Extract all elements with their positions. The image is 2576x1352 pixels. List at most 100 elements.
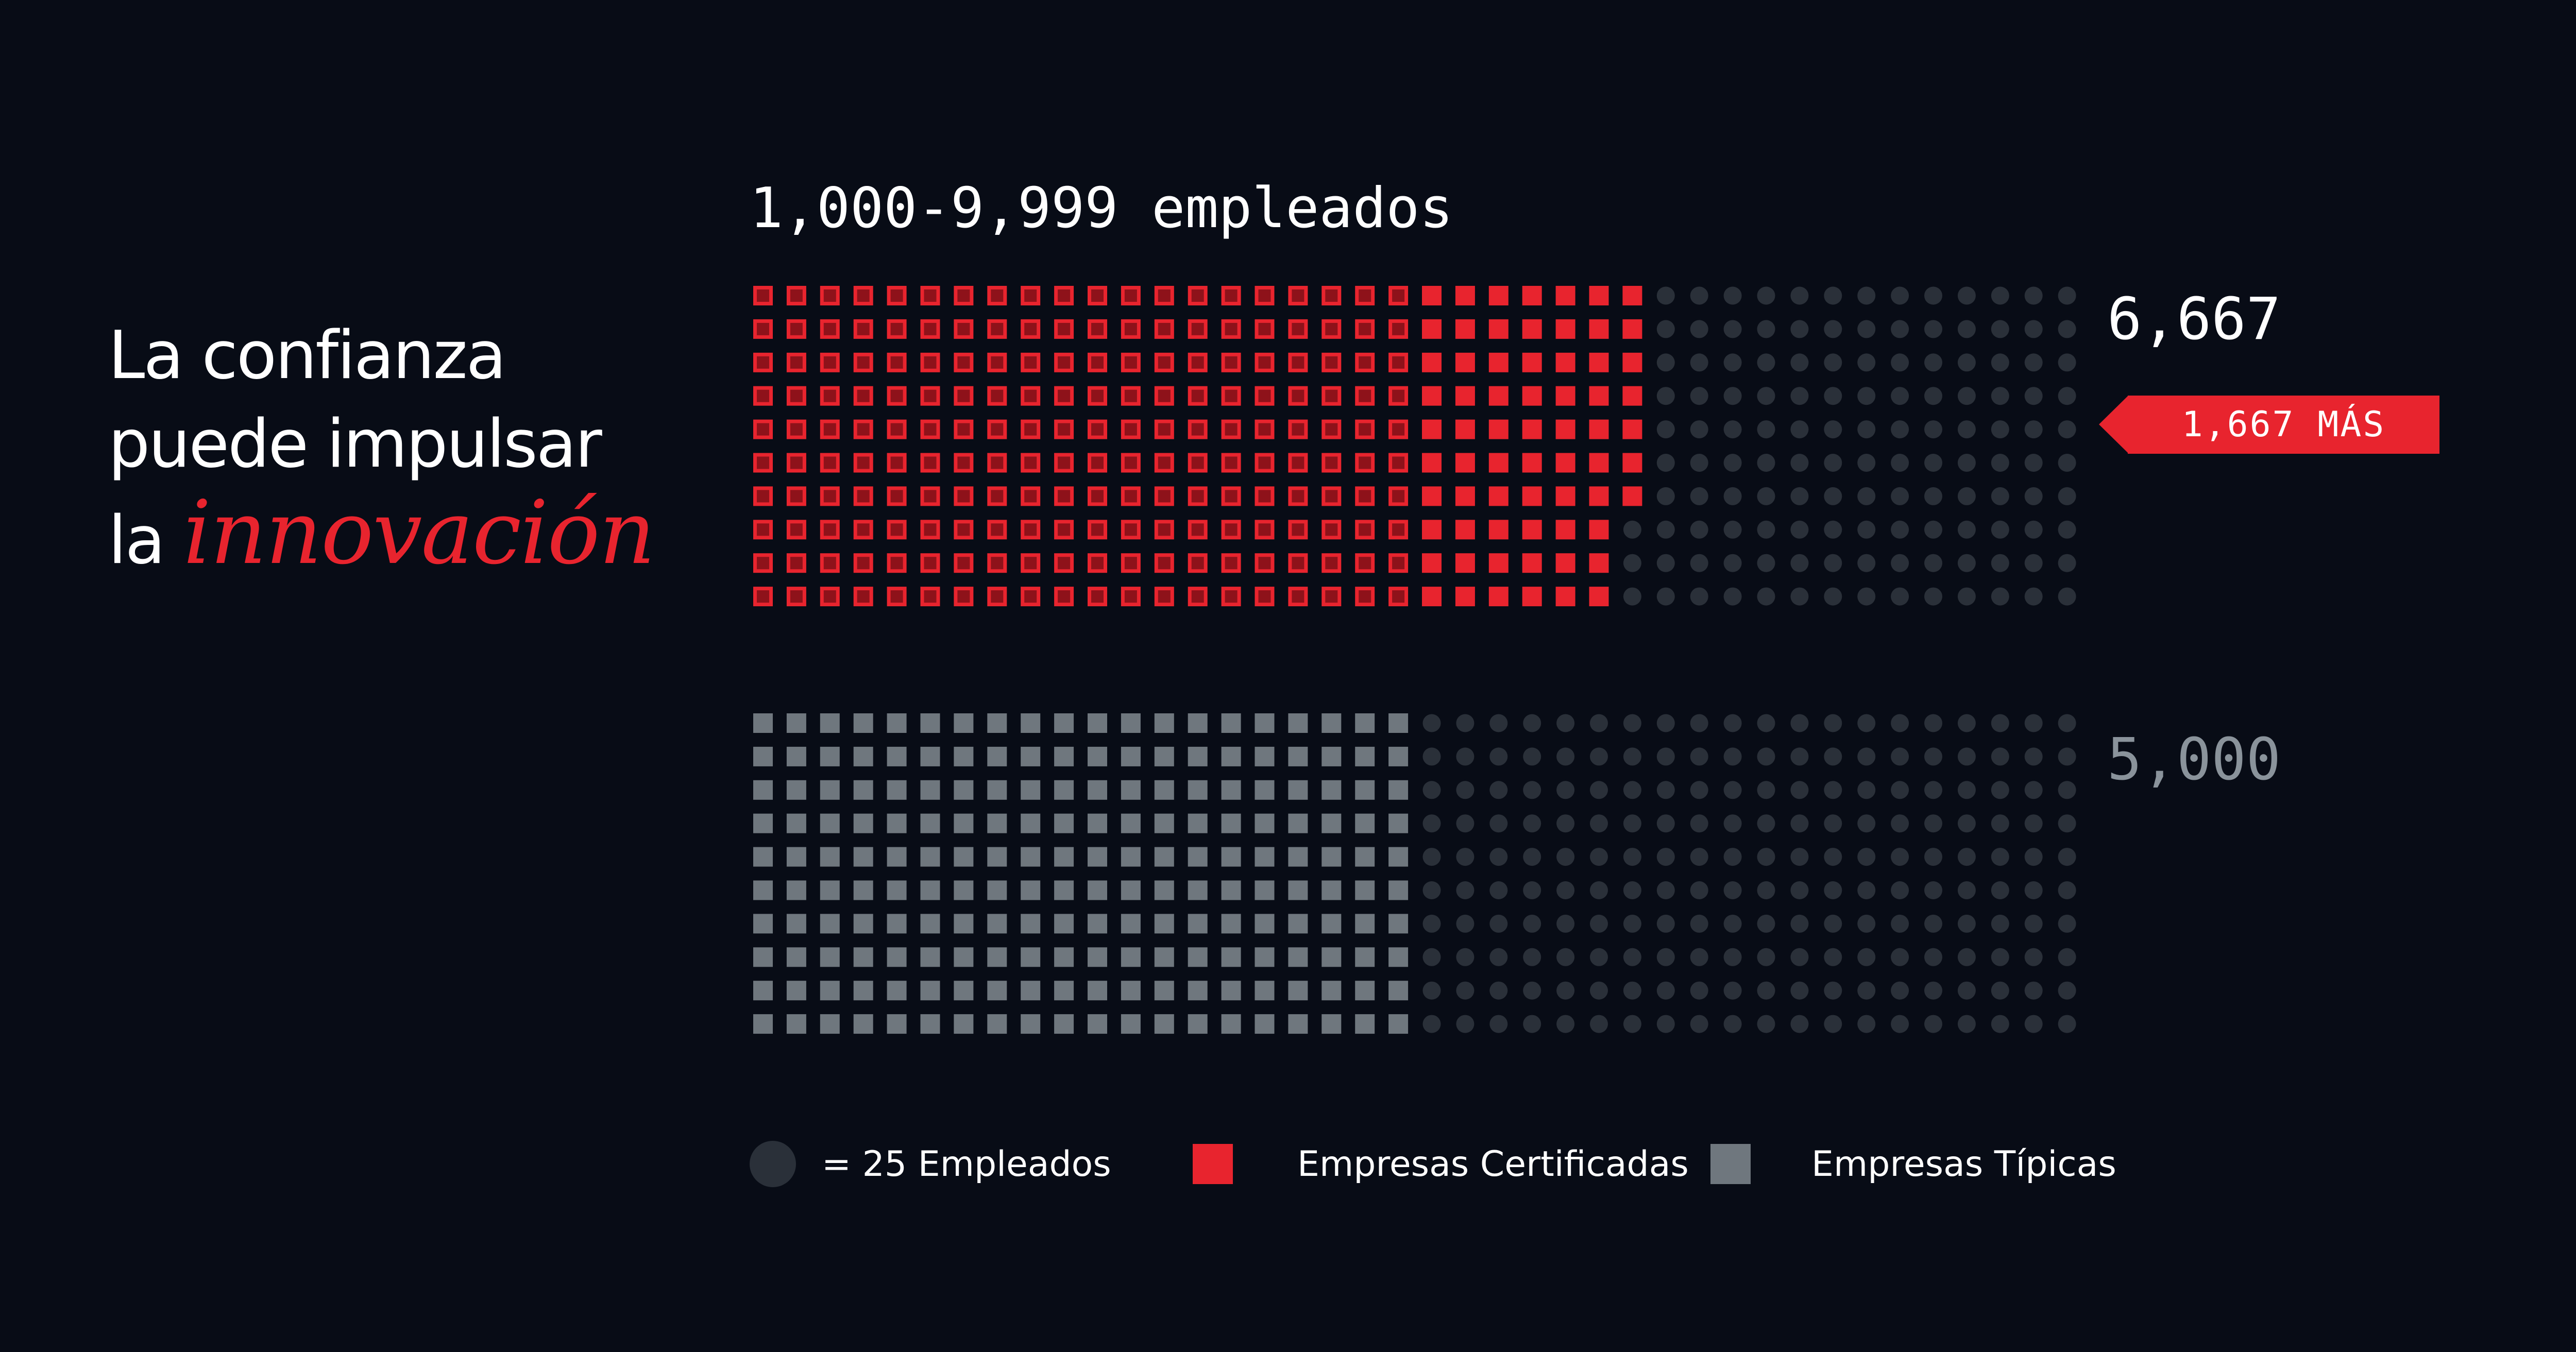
certified-unit — [1255, 352, 1275, 372]
typical-unit — [954, 713, 974, 733]
empty-unit-dot — [1523, 781, 1541, 799]
empty-unit-dot — [1489, 714, 1508, 732]
empty-unit-dot — [1489, 981, 1508, 1000]
certified-unit — [1321, 352, 1342, 372]
empty-unit-dot — [1790, 747, 1809, 766]
empty-unit-dot — [1556, 914, 1575, 933]
typical-unit — [853, 813, 873, 833]
empty-unit-dot — [1523, 747, 1541, 766]
empty-unit-dot — [1656, 848, 1675, 866]
empty-unit-dot — [1723, 1015, 1742, 1033]
empty-unit-dot — [1824, 454, 1842, 472]
typical-unit — [853, 880, 873, 900]
typical-unit — [887, 1014, 907, 1034]
typical-unit — [1154, 880, 1174, 900]
empty-unit-dot — [1957, 520, 1976, 539]
empty-unit-dot — [1857, 587, 1876, 606]
certified-unit — [887, 419, 907, 439]
empty-unit-dot — [2058, 387, 2076, 405]
empty-unit-dot — [2058, 487, 2076, 505]
typical-unit — [1121, 813, 1141, 833]
certified-unit — [954, 319, 974, 339]
certified-unit — [1388, 486, 1409, 506]
typical-unit — [920, 947, 940, 967]
certified-unit — [987, 453, 1007, 473]
certified-unit — [954, 520, 974, 540]
certified-unit — [1321, 386, 1342, 406]
certified-unit — [920, 553, 940, 573]
typical-unit — [853, 1014, 873, 1034]
certified-unit — [887, 486, 907, 506]
empty-unit-dot — [1924, 420, 1942, 439]
certified-unit — [1388, 520, 1409, 540]
empty-unit-dot — [1891, 881, 1909, 899]
typical-unit — [1054, 746, 1074, 766]
empty-unit-dot — [1422, 1015, 1441, 1033]
certified-unit — [887, 286, 907, 305]
empty-unit-dot — [2058, 353, 2076, 372]
certified-unit — [1288, 419, 1308, 439]
empty-unit-dot — [1456, 714, 1475, 732]
empty-unit-dot — [1422, 814, 1441, 833]
empty-unit-dot — [1857, 454, 1876, 472]
certified-unit — [1488, 486, 1509, 506]
empty-unit-dot — [1957, 781, 1976, 799]
empty-unit-dot — [1824, 881, 1842, 899]
empty-unit-dot — [2024, 353, 2043, 372]
empty-unit-dot — [1991, 587, 2009, 606]
certified-unit — [1154, 352, 1174, 372]
empty-unit-dot — [1556, 881, 1575, 899]
typical-unit — [1288, 880, 1308, 900]
empty-unit-dot — [1623, 1015, 1641, 1033]
certified-unit — [1355, 286, 1375, 305]
empty-unit-dot — [1924, 1015, 1942, 1033]
certified-unit — [1154, 319, 1174, 339]
certified-unit — [1455, 352, 1475, 372]
empty-unit-dot — [1991, 520, 2009, 539]
typical-unit — [1221, 746, 1241, 766]
typical-unit — [1288, 1014, 1308, 1034]
certified-unit — [1188, 553, 1208, 573]
certified-unit — [786, 587, 806, 607]
empty-unit-dot — [1824, 420, 1842, 439]
certified-unit — [1021, 453, 1041, 473]
certified-unit — [1255, 386, 1275, 406]
empty-unit-dot — [1790, 520, 1809, 539]
empty-unit-dot — [1824, 487, 1842, 505]
typical-unit — [1321, 713, 1342, 733]
certified-unit — [1321, 319, 1342, 339]
typical-unit — [1054, 713, 1074, 733]
certified-unit — [1188, 352, 1208, 372]
certified-unit — [1054, 453, 1074, 473]
certified-unit — [1422, 486, 1442, 506]
certified-unit — [1321, 286, 1342, 305]
empty-unit-dot — [1790, 387, 1809, 405]
certified-unit — [786, 453, 806, 473]
certified-unit — [1488, 587, 1509, 607]
empty-unit-dot — [1857, 981, 1876, 1000]
typical-unit — [987, 780, 1007, 800]
typical-unit — [1088, 981, 1107, 1001]
empty-unit-dot — [2058, 781, 2076, 799]
certified-unit — [753, 386, 773, 406]
typical-unit — [920, 780, 940, 800]
typical-unit — [954, 880, 974, 900]
certified-unit — [1388, 319, 1409, 339]
certified-unit — [1321, 587, 1342, 607]
empty-unit-dot — [1690, 454, 1708, 472]
certified-unit — [1422, 453, 1442, 473]
empty-unit-dot — [2024, 1015, 2043, 1033]
typical-unit — [887, 880, 907, 900]
typical-unit — [1188, 914, 1208, 934]
empty-unit-dot — [1824, 286, 1842, 305]
empty-unit-dot — [1590, 714, 1608, 732]
certified-unit — [1121, 453, 1141, 473]
certified-unit — [820, 286, 840, 305]
certified-unit — [954, 352, 974, 372]
typical-unit — [1021, 746, 1041, 766]
empty-unit-dot — [1891, 353, 1909, 372]
certified-unit — [1054, 386, 1074, 406]
empty-unit-dot — [1456, 981, 1475, 1000]
empty-unit-dot — [1690, 848, 1708, 866]
empty-unit-dot — [1824, 353, 1842, 372]
